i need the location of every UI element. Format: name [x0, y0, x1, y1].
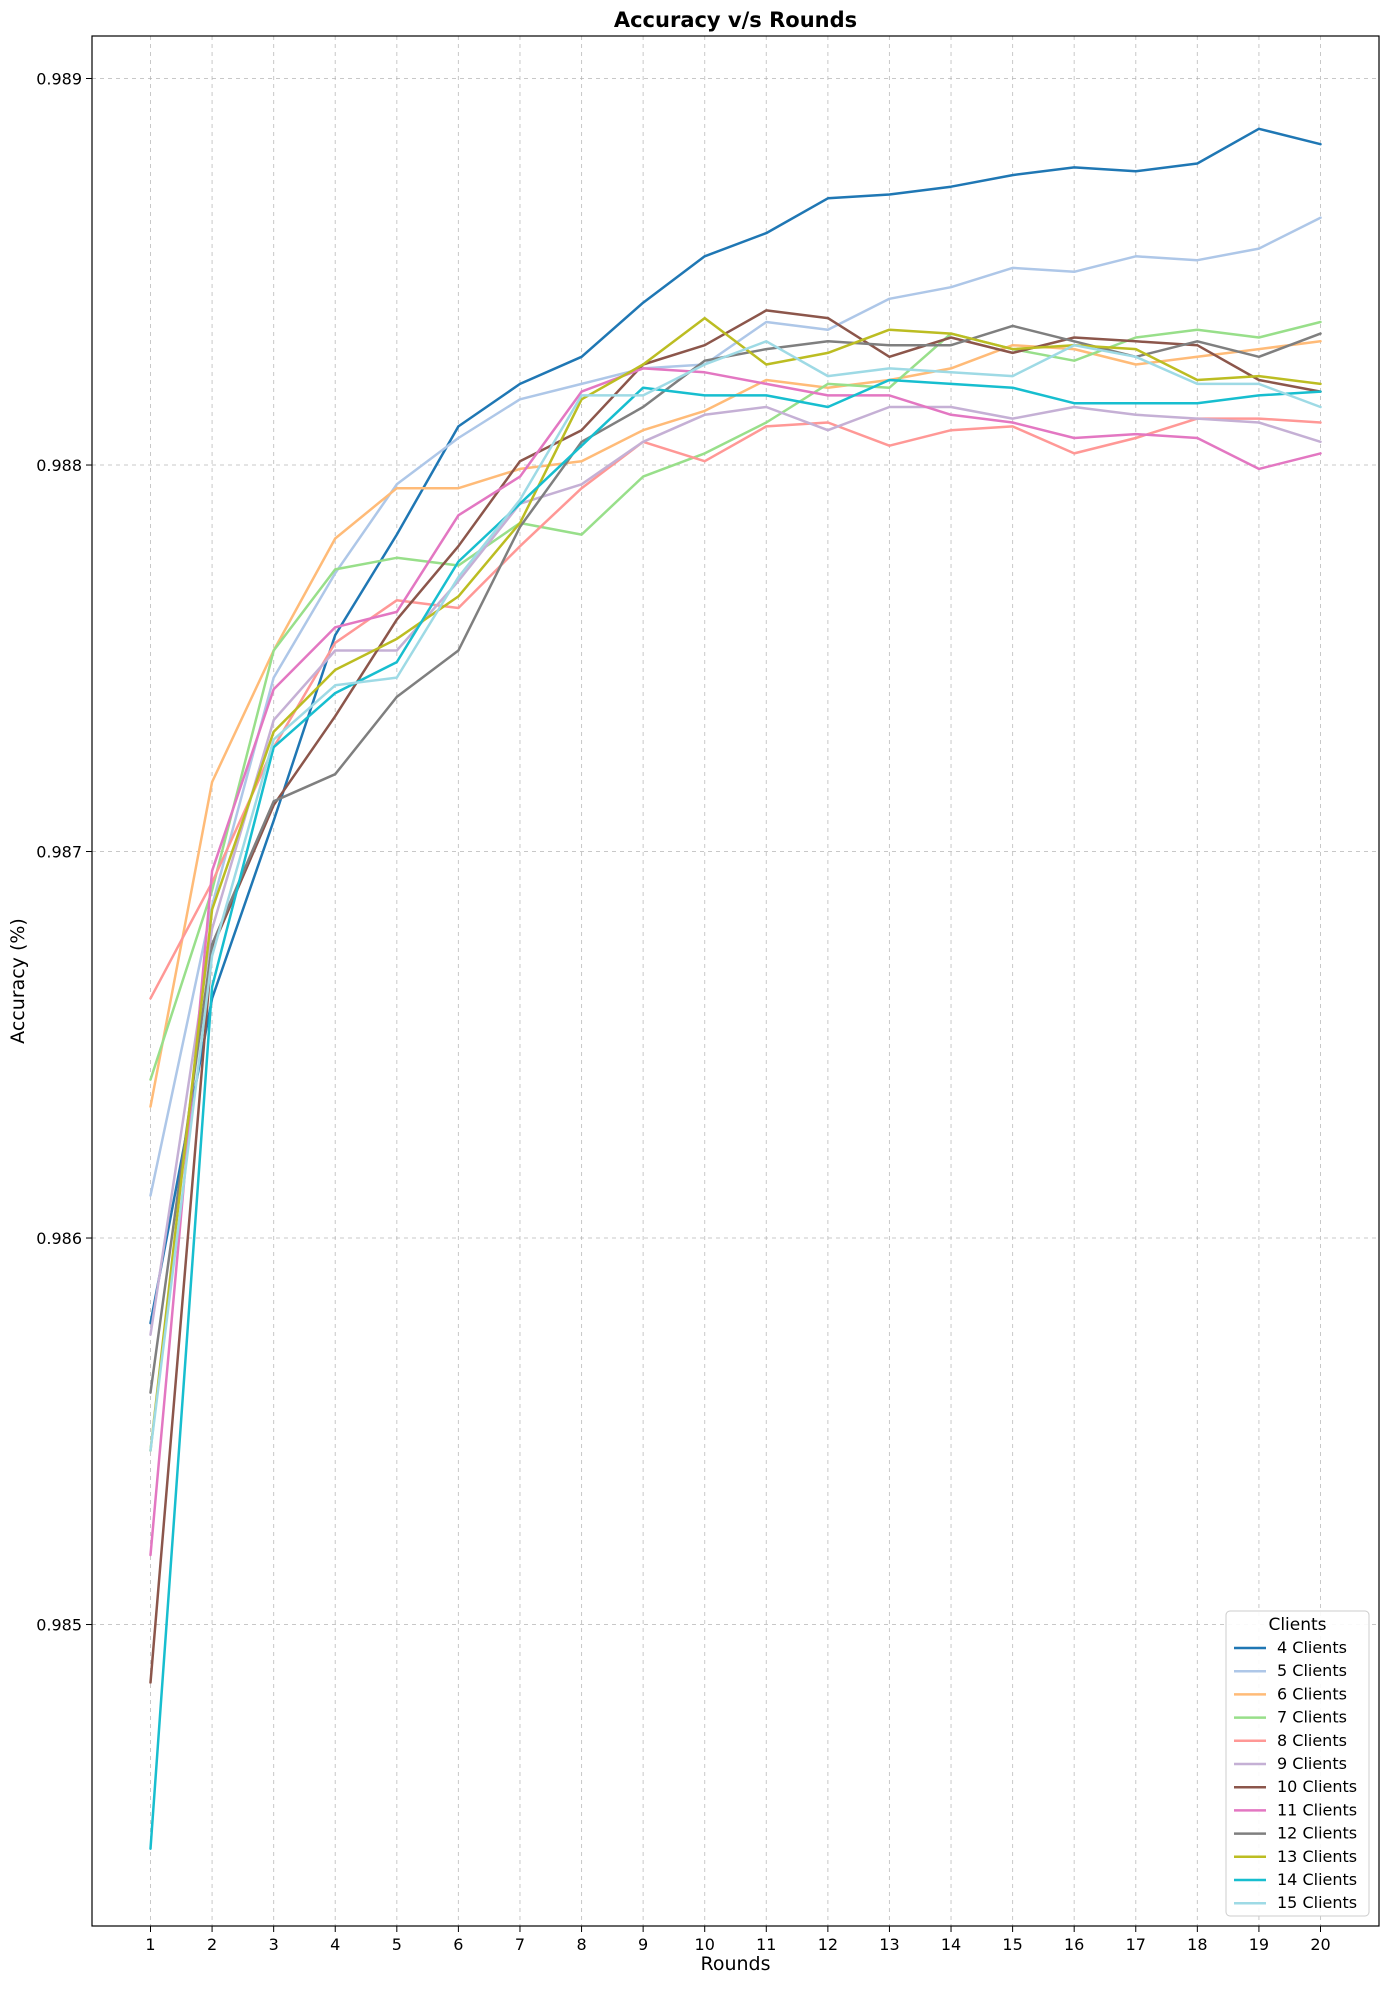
x-tick-label: 13	[879, 1935, 899, 1954]
x-tick-label: 16	[1064, 1935, 1084, 1954]
y-tick-label: 0.986	[36, 1229, 82, 1248]
legend-label: 6 Clients	[1277, 1684, 1347, 1703]
series-line-5-clients	[149, 216, 1322, 1197]
series-line-15-clients	[149, 340, 1322, 1452]
series-line-13-clients	[149, 316, 1322, 1452]
series-line-11-clients	[149, 367, 1322, 1557]
grid	[92, 36, 1379, 1926]
plot-frame	[91, 35, 1380, 1927]
legend-title: Clients	[1268, 1615, 1326, 1635]
x-tick-label: 17	[1126, 1935, 1146, 1954]
x-tick-label: 6	[453, 1935, 463, 1954]
x-tick-label: 2	[207, 1935, 217, 1954]
series-line-14-clients	[149, 378, 1322, 1850]
x-tick-label: 7	[515, 1935, 525, 1954]
legend-label: 10 Clients	[1277, 1777, 1357, 1796]
x-tick-label: 15	[1002, 1935, 1022, 1954]
x-tick-label: 12	[818, 1935, 838, 1954]
y-tick-label: 0.989	[36, 70, 82, 89]
y-tick-label: 0.987	[36, 843, 82, 862]
y-axis: 0.985 0.986 0.987 0.988 0.989	[36, 70, 92, 1635]
chart-title: Accuracy v/s Rounds	[614, 8, 857, 32]
legend-label: 7 Clients	[1277, 1708, 1347, 1727]
series-line-9-clients	[149, 405, 1322, 1336]
series-lines	[149, 127, 1322, 1850]
x-tick-label: 8	[576, 1935, 586, 1954]
y-tick-label: 0.988	[36, 456, 82, 475]
series-line-8-clients	[149, 417, 1322, 1000]
x-tick-label: 11	[756, 1935, 776, 1954]
x-tick-label: 20	[1310, 1935, 1330, 1954]
legend-label: 15 Clients	[1277, 1893, 1357, 1912]
x-tick-label: 9	[638, 1935, 648, 1954]
x-tick-label: 10	[695, 1935, 715, 1954]
legend-label: 9 Clients	[1277, 1754, 1347, 1773]
x-tick-label: 14	[941, 1935, 961, 1954]
x-tick-label: 4	[330, 1935, 340, 1954]
legend-label: 14 Clients	[1277, 1870, 1357, 1889]
legend: Clients 4 Clients 5 Clients 6 Clients 7 Cli…	[1225, 1610, 1370, 1917]
legend-label: 4 Clients	[1277, 1638, 1347, 1657]
x-tick-label: 1	[145, 1935, 155, 1954]
x-tick-label: 3	[269, 1935, 279, 1954]
legend-label: 12 Clients	[1277, 1824, 1357, 1843]
x-axis: 1 2 3 4 5 6 7 8 9 10 11 12 13 14 15 16 17 18 19 20	[145, 1926, 1331, 1954]
x-tick-label: 19	[1249, 1935, 1269, 1954]
x-tick-label: 18	[1187, 1935, 1207, 1954]
legend-box	[1225, 1610, 1370, 1917]
legend-label: 13 Clients	[1277, 1847, 1357, 1866]
y-axis-title: Accuracy (%)	[7, 918, 29, 1044]
x-axis-title: Rounds	[700, 1953, 770, 1975]
series-line-10-clients	[149, 309, 1322, 1684]
legend-label: 8 Clients	[1277, 1731, 1347, 1750]
y-tick-label: 0.985	[36, 1616, 82, 1635]
x-tick-label: 5	[392, 1935, 402, 1954]
legend-label: 11 Clients	[1277, 1800, 1357, 1819]
series-line-4-clients	[149, 127, 1322, 1325]
legend-label: 5 Clients	[1277, 1661, 1347, 1680]
